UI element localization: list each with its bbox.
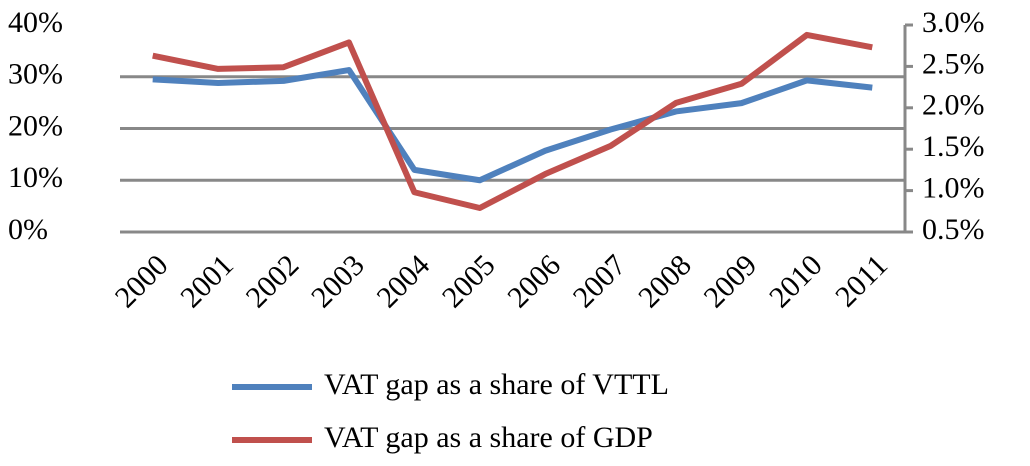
x-tick-label: 2010 (763, 248, 829, 314)
data-line (152, 31, 873, 211)
x-tick-label: 2001 (174, 248, 240, 314)
x-tick-label: 2008 (632, 248, 698, 314)
y2-tick-label: 3.0% (922, 6, 985, 39)
x-tick-label: 2000 (109, 248, 175, 314)
x-tick-label: 2005 (436, 248, 502, 314)
x-tick-label: 2011 (829, 248, 894, 313)
legend-label: VAT gap as a share of VTTL (324, 368, 669, 401)
y-tick-label: 30% (8, 58, 63, 91)
x-tick-label: 2004 (370, 248, 436, 314)
y2-tick-label: 1.0% (922, 171, 985, 204)
y2-tick-label: 2.0% (922, 89, 985, 122)
y-tick-label: 10% (8, 161, 63, 194)
y2-tick-label: 1.5% (922, 130, 985, 163)
x-tick-label: 2006 (501, 248, 567, 314)
legend-label: VAT gap as a share of GDP (324, 421, 653, 454)
y-tick-label: 0% (8, 213, 48, 246)
y2-tick-label: 2.5% (922, 47, 985, 80)
data-line (152, 67, 873, 184)
y2-tick-label: 0.5% (922, 213, 985, 246)
x-tick-label: 2003 (305, 248, 371, 314)
x-tick-label: 2007 (567, 248, 633, 314)
y-tick-label: 20% (8, 109, 63, 142)
x-tick-label: 2002 (240, 248, 306, 314)
y-tick-label: 40% (8, 6, 63, 39)
x-tick-label: 2009 (698, 248, 764, 314)
